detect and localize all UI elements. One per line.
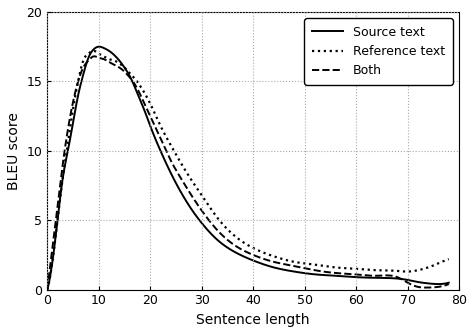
X-axis label: Sentence length: Sentence length <box>196 313 310 327</box>
Both <box>335 271 341 275</box>
Both <box>94 55 100 59</box>
Both <box>91 54 97 58</box>
Both <box>45 288 50 292</box>
Line: Reference text: Reference text <box>47 51 449 290</box>
Reference text <box>94 50 100 54</box>
Source text <box>93 46 99 50</box>
Both <box>298 265 304 269</box>
Source text <box>335 274 341 278</box>
Reference text <box>337 266 343 270</box>
Line: Both: Both <box>47 56 449 290</box>
Source text <box>204 227 210 231</box>
Legend: Source text, Reference text, Both: Source text, Reference text, Both <box>304 18 453 85</box>
Reference text <box>298 261 304 265</box>
Reference text <box>45 288 50 292</box>
Both <box>176 173 182 177</box>
Reference text <box>446 257 452 261</box>
Source text <box>446 281 452 285</box>
Source text <box>97 45 102 49</box>
Both <box>337 271 343 275</box>
Source text <box>337 274 343 278</box>
Both <box>446 282 452 286</box>
Reference text <box>176 158 182 162</box>
Source text <box>298 271 304 275</box>
Source text <box>45 288 50 292</box>
Source text <box>176 187 182 191</box>
Line: Source text: Source text <box>47 47 449 290</box>
Both <box>204 216 210 220</box>
Reference text <box>91 49 96 53</box>
Reference text <box>335 266 341 270</box>
Reference text <box>204 201 210 205</box>
Y-axis label: BLEU score: BLEU score <box>7 112 21 190</box>
